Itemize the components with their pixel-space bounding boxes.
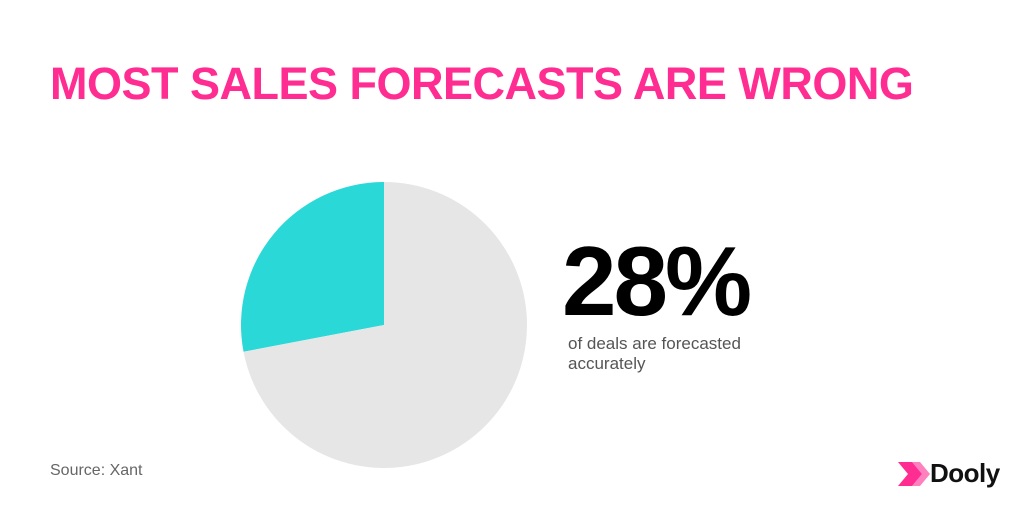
annotation: of deals are forecasted accurately <box>568 334 741 374</box>
logo-icon <box>898 462 930 486</box>
source: Source: Xant <box>50 462 143 479</box>
pie-slice <box>243 182 527 468</box>
value-label: 28% <box>562 226 752 336</box>
pie-slice <box>241 182 384 352</box>
logo: Dooly <box>930 458 1000 488</box>
chart-title: MOST SALES FORECASTS ARE WRONG <box>50 58 914 109</box>
pie <box>241 182 527 468</box>
